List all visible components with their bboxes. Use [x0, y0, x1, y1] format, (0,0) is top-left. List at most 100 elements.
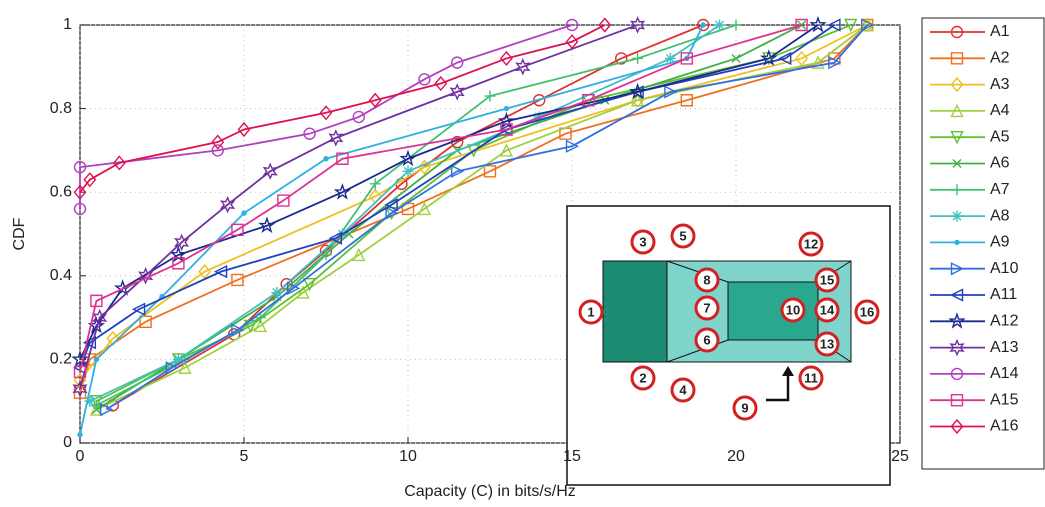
- inset-label: 5: [679, 228, 686, 243]
- inset-badge: [694, 295, 720, 321]
- series-line: [79, 24, 868, 394]
- point-marker: [809, 15, 827, 33]
- inset-badge: [670, 377, 696, 403]
- point-marker: [174, 233, 190, 252]
- point-marker: [303, 127, 316, 140]
- point-marker: [500, 123, 513, 136]
- point-marker: [112, 155, 126, 171]
- inset-badge: [798, 365, 824, 391]
- point-marker: [499, 50, 513, 67]
- point-marker: [844, 18, 858, 33]
- point-marker: [369, 178, 381, 190]
- legend-label: A14: [990, 365, 1019, 382]
- point-marker: [628, 82, 647, 100]
- inset-label: 7: [703, 300, 710, 315]
- inset-label: 8: [703, 272, 710, 287]
- inset-badge: [630, 229, 656, 255]
- point-marker: [417, 159, 431, 175]
- legend-label: A2: [990, 50, 1010, 67]
- point-marker: [714, 19, 726, 31]
- point-marker: [302, 277, 317, 292]
- point-marker: [860, 17, 874, 32]
- point-marker: [333, 183, 352, 200]
- legend-label: A1: [990, 23, 1010, 40]
- point-marker: [90, 294, 103, 308]
- point-marker: [795, 50, 809, 67]
- legend-marker: [950, 52, 964, 65]
- point-marker: [778, 51, 792, 66]
- point-marker: [231, 273, 244, 287]
- inset-label: 3: [639, 234, 646, 249]
- point-marker: [172, 257, 185, 270]
- y-tick-label: 0.4: [50, 267, 72, 284]
- legend-marker: [950, 262, 965, 276]
- x-tick-label: 15: [563, 448, 581, 465]
- series-line: [105, 24, 868, 411]
- point-marker: [499, 143, 514, 157]
- point-marker: [219, 195, 236, 214]
- x-tick-label: 10: [399, 448, 417, 465]
- point-marker: [71, 350, 89, 367]
- point-marker: [253, 318, 268, 333]
- point-marker: [731, 53, 741, 63]
- point-marker: [598, 17, 612, 33]
- point-marker: [241, 210, 247, 216]
- point-marker: [565, 34, 579, 50]
- legend-label: A7: [990, 181, 1010, 198]
- point-marker: [730, 19, 742, 31]
- point-marker: [89, 402, 104, 416]
- point-marker: [73, 184, 87, 200]
- inset-badge: [694, 327, 720, 353]
- point-marker: [582, 94, 595, 107]
- point-marker: [323, 156, 329, 162]
- point-marker: [401, 202, 415, 216]
- point-marker: [262, 162, 278, 181]
- inset-badge: [814, 331, 840, 357]
- legend-label: A6: [990, 155, 1010, 172]
- inset-badge: [694, 267, 720, 293]
- point-marker: [77, 431, 83, 438]
- legend-label: A5: [990, 128, 1010, 145]
- legend-marker: [950, 103, 964, 118]
- legend-marker: [950, 367, 964, 381]
- legend-label: A8: [990, 207, 1010, 224]
- point-marker: [73, 161, 87, 174]
- inset-label: 4: [679, 382, 687, 397]
- point-marker: [319, 105, 333, 121]
- legend-marker: [951, 184, 963, 196]
- point-marker: [483, 165, 497, 178]
- point-marker: [231, 323, 245, 337]
- legend-label: A11: [990, 286, 1017, 303]
- point-marker: [828, 55, 842, 70]
- point-marker: [137, 267, 154, 285]
- legend-label: A13: [990, 339, 1019, 356]
- point-marker: [73, 202, 87, 216]
- series-line: [79, 24, 606, 193]
- inset-label: 2: [639, 370, 646, 385]
- point-marker: [533, 94, 546, 107]
- x-tick-label: 25: [891, 448, 909, 465]
- point-marker: [860, 17, 874, 33]
- inset-label: 12: [804, 236, 818, 251]
- legend-label: A15: [990, 391, 1019, 408]
- x-axis-label: Capacity (C) in bits/s/Hz: [404, 483, 576, 500]
- inset-badge: [814, 267, 840, 293]
- point-marker: [559, 127, 572, 140]
- arrow: [766, 368, 790, 402]
- series-line: [79, 24, 638, 389]
- inset-label: 10: [786, 302, 800, 317]
- legend-marker: [954, 239, 960, 246]
- y-axis-label: CDF: [11, 217, 28, 250]
- inset-badge: [732, 395, 758, 421]
- x-tick-label: 20: [727, 448, 745, 465]
- series-line: [79, 24, 819, 360]
- point-marker: [680, 94, 693, 107]
- legend-label: A10: [990, 260, 1019, 277]
- y-tick-label: 0.8: [50, 100, 72, 117]
- point-marker: [565, 18, 579, 32]
- point-marker: [320, 249, 332, 261]
- point-marker: [629, 16, 646, 34]
- room-wall: [602, 260, 668, 363]
- inset-badge: [814, 297, 840, 323]
